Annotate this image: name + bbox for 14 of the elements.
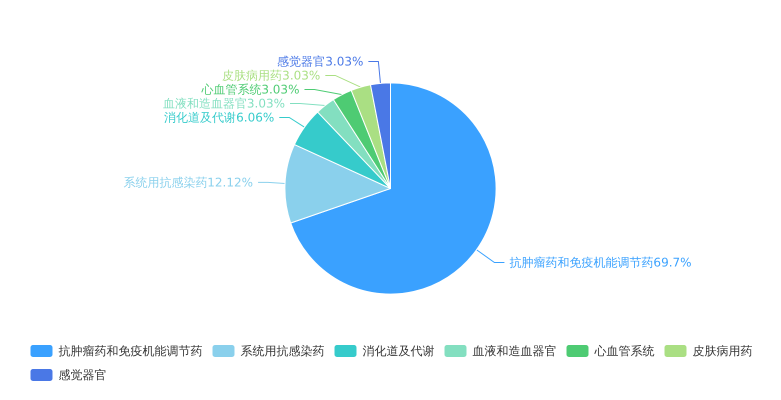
category-label: 心血管系统3.03% xyxy=(201,82,300,96)
category-label: 系统用抗感染药12.12% xyxy=(123,175,254,190)
legend-label: 血液和造血器官 xyxy=(472,344,556,358)
category-label: 抗肿瘤药和免疫机能调节药69.7% xyxy=(509,256,692,270)
category-label: 皮肤病用药3.03% xyxy=(222,68,320,82)
legend-label: 消化道及代谢 xyxy=(362,344,434,358)
legend-label: 心血管系统 xyxy=(594,344,654,358)
legend-label: 感觉器官 xyxy=(58,368,106,382)
legend-label: 皮肤病用药 xyxy=(692,344,752,358)
category-label: 感觉器官3.03% xyxy=(277,54,364,68)
legend-label: 抗肿瘤药和免疫机能调节药 xyxy=(58,344,202,358)
legend-label: 系统用抗感染药 xyxy=(240,344,324,358)
category-label: 血液和造血器官3.03% xyxy=(162,96,286,110)
category-label: 消化道及代谢6.06% xyxy=(164,110,274,124)
